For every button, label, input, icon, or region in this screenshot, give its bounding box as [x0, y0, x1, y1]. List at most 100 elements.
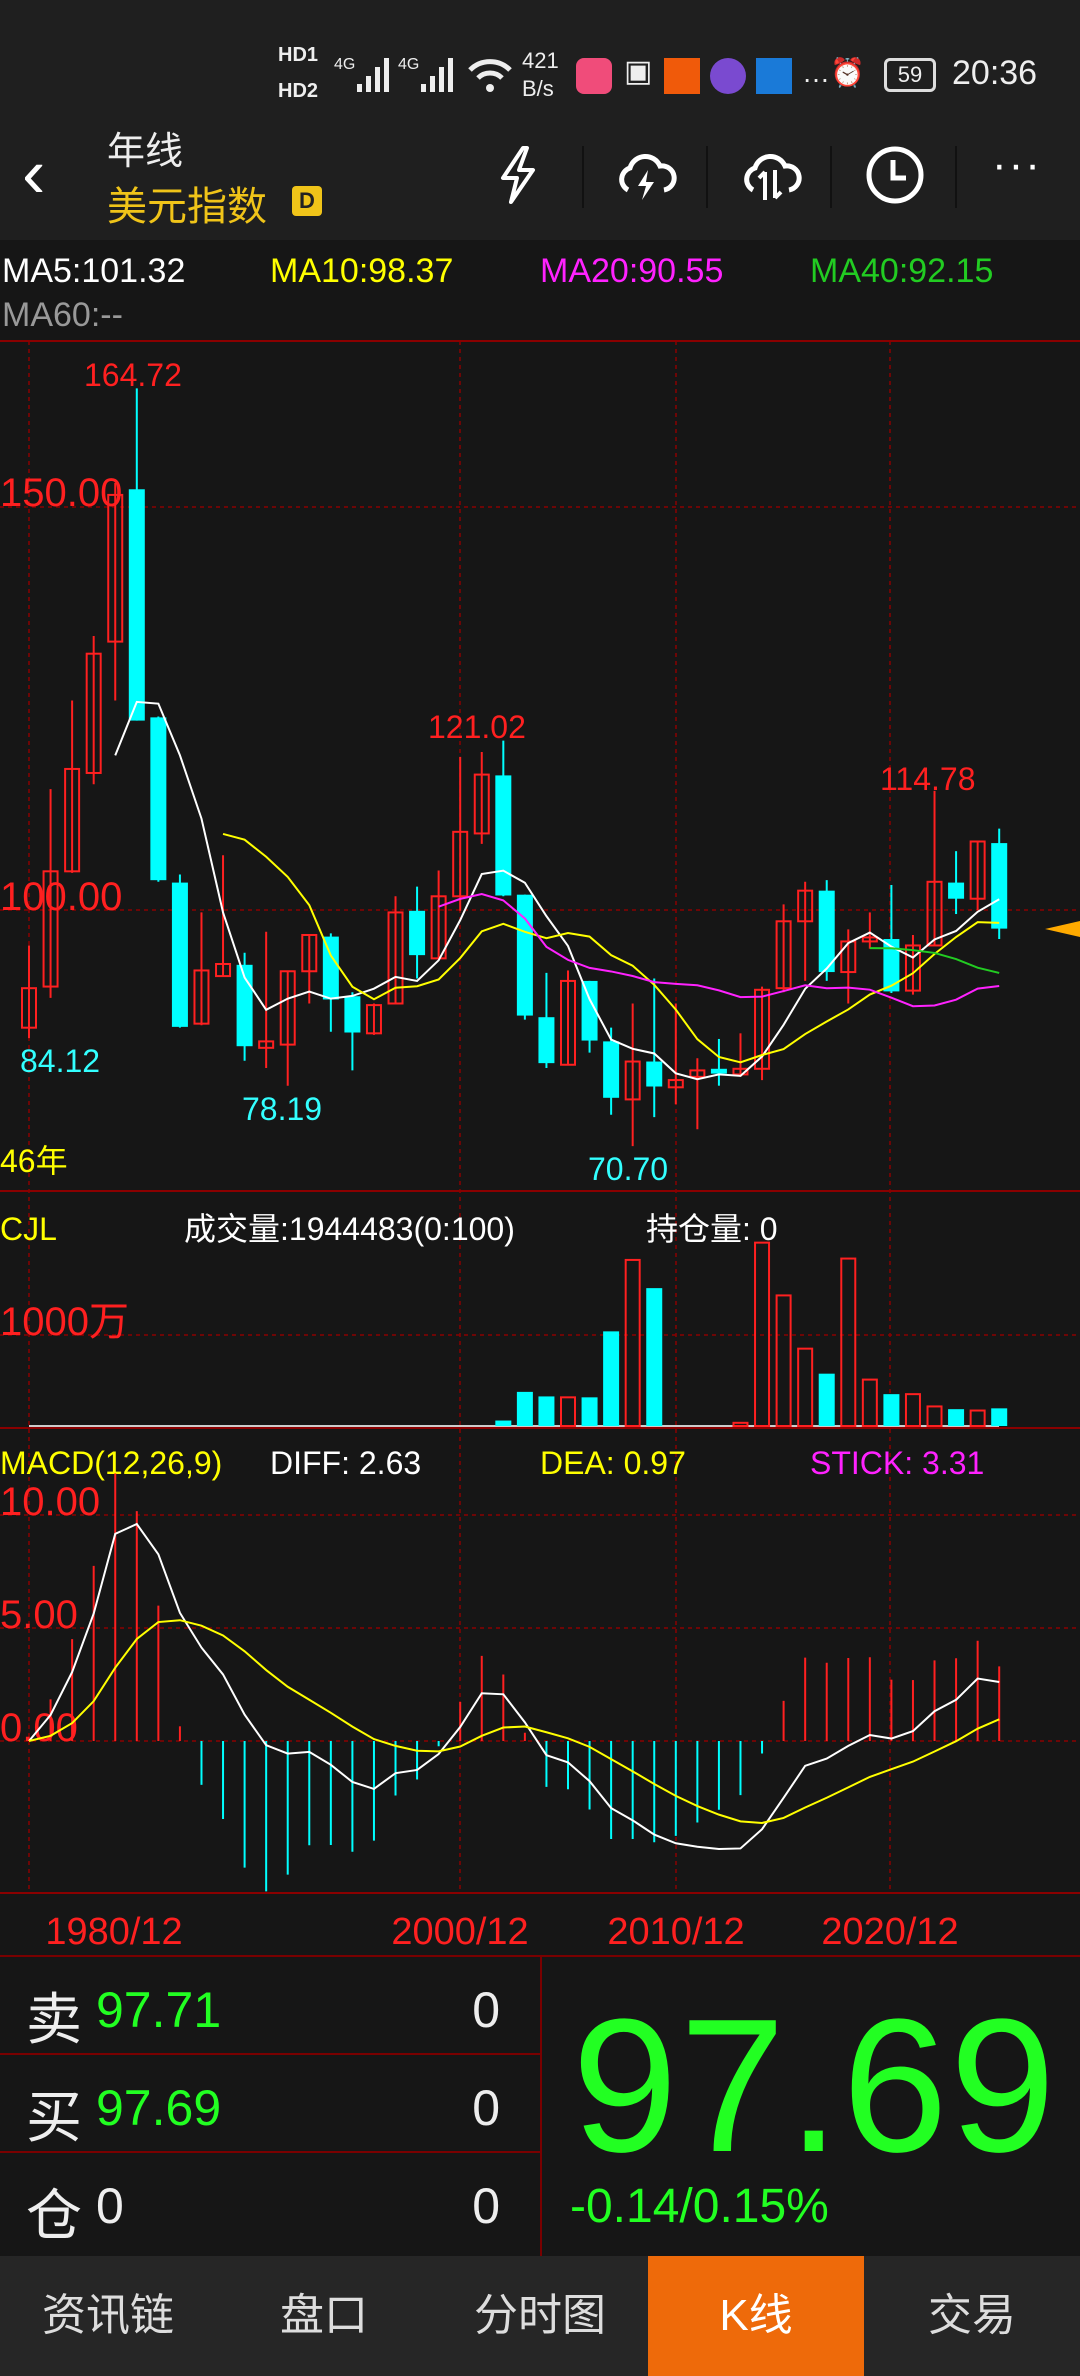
header: ‹ 年线 美元指数 D ··· [0, 110, 1080, 240]
volume-bar [516, 1391, 533, 1426]
max-price-label: 164.72 [84, 357, 182, 393]
volume-bar [624, 1258, 641, 1428]
ma20-value: MA20:90.55 [540, 252, 724, 290]
macd-diff: DIFF: 2.63 [270, 1445, 421, 1481]
divider [706, 146, 708, 208]
kline-chart[interactable]: 150.00 100.00 164.72 84.12 78.19 121.02 … [0, 240, 1080, 1955]
buy-price: 97.69 [96, 2080, 222, 2136]
ma40-line [869, 947, 1000, 974]
candle-up [840, 940, 857, 974]
volume-bar [904, 1393, 921, 1428]
network-type: 4G [398, 56, 420, 73]
alarm-icon: …⏰ [802, 57, 865, 88]
cloud-sync-icon[interactable] [735, 140, 805, 210]
tab-intraday[interactable]: 分时图 [474, 2291, 606, 2340]
volume-bar [948, 1409, 965, 1426]
divider [830, 146, 832, 208]
candle-up [926, 880, 943, 947]
volume-bar [732, 1421, 749, 1427]
buy-qty: 0 [472, 2080, 500, 2136]
date-label: 2020/12 [821, 1911, 958, 1953]
candle-down [495, 775, 512, 896]
more-icon[interactable]: ··· [992, 140, 1042, 189]
buy-row[interactable]: 买 97.69 0 [0, 2055, 540, 2153]
ma10-value: MA10:98.37 [270, 252, 454, 290]
period-label: 年线 [107, 131, 184, 173]
candle-up [42, 870, 59, 988]
candle-up [775, 920, 792, 990]
tab-trade[interactable]: 交易 [928, 2291, 1016, 2340]
grid [0, 340, 1080, 1894]
macd-label: MACD(12,26,9) [0, 1445, 222, 1481]
volume-bar [969, 1409, 986, 1428]
ma10-line [222, 832, 1000, 1064]
signal-icon [421, 58, 453, 92]
page-title: 美元指数 [107, 185, 267, 229]
ma-lines [114, 700, 1000, 1081]
date-label: 2010/12 [607, 1911, 744, 1953]
volume-bar [538, 1396, 555, 1426]
volume-bars [29, 1241, 1008, 1428]
candle-up [64, 767, 81, 873]
candle-down [991, 843, 1008, 929]
price-axis-label: 150.00 [0, 471, 122, 515]
last-price: 97.69 [572, 1980, 1058, 2192]
candle-up [387, 911, 404, 1005]
candle-down [818, 890, 835, 973]
macd-diff-line [28, 1522, 1000, 1851]
candle-up [667, 1079, 684, 1089]
candle-up [85, 652, 102, 774]
candle-down [948, 882, 965, 899]
candle-down [710, 1068, 727, 1074]
open-interest: 持仓量: 0 [646, 1211, 778, 1247]
tab-order-book[interactable]: 盘口 [280, 2291, 368, 2340]
volume-bar [818, 1373, 835, 1426]
sell-qty: 0 [472, 1982, 500, 2038]
candle-up [797, 889, 814, 923]
position-row: 仓 0 0 [0, 2153, 540, 2251]
candle-down [344, 996, 361, 1033]
divider [540, 1957, 542, 2257]
signal-icon [357, 58, 389, 92]
current-price-arrow-icon [1045, 921, 1080, 937]
candle-up [215, 963, 232, 978]
candle-down [581, 980, 598, 1041]
divider [955, 146, 957, 208]
network-type: 4G [334, 56, 356, 73]
candle-down [603, 1041, 620, 1098]
high-price-label: 114.78 [880, 761, 976, 797]
volume-bar [560, 1396, 576, 1427]
tab-kline[interactable]: K线 [648, 2256, 864, 2376]
daily-badge: D [292, 186, 322, 216]
low-price-label: 70.70 [588, 1151, 668, 1187]
candle-up [21, 987, 37, 1029]
cloud-flash-icon[interactable] [610, 140, 680, 210]
position-value: 0 [96, 2178, 124, 2234]
volume-axis-label: 1000万 [0, 1300, 129, 1344]
candle-up [193, 969, 210, 1025]
candle-down [409, 910, 426, 956]
net-speed: 421 [522, 48, 559, 73]
candle-up [969, 840, 986, 900]
price-axis-label: 100.00 [0, 875, 122, 919]
sell-price: 97.71 [96, 1982, 222, 2038]
back-button[interactable]: ‹ [22, 134, 46, 212]
sim1-label: HD1 [278, 44, 319, 66]
candle-up [624, 1060, 641, 1101]
candle-down [646, 1061, 663, 1087]
camera-app-icon [710, 58, 746, 94]
candle-down [322, 936, 339, 1000]
status-bar: HD1 HD2 4G 4G 421 B/s ▣ …⏰ 59 20:36 [0, 0, 1080, 110]
ma5-line [114, 700, 1000, 1081]
volume-bar [646, 1288, 663, 1426]
candle-up [365, 1004, 382, 1035]
tab-news-chain[interactable]: 资讯链 [42, 2291, 174, 2340]
flash-icon[interactable] [483, 140, 553, 210]
volume-bar [840, 1257, 857, 1428]
macd-axis-label: 5.00 [0, 1593, 78, 1637]
sell-row[interactable]: 卖 97.71 0 [0, 1957, 540, 2055]
clock-icon[interactable] [860, 140, 930, 210]
sim2-label: HD2 [278, 80, 319, 102]
position-qty: 0 [472, 2178, 500, 2234]
price-change: -0.14/0.15% [570, 2180, 829, 2233]
